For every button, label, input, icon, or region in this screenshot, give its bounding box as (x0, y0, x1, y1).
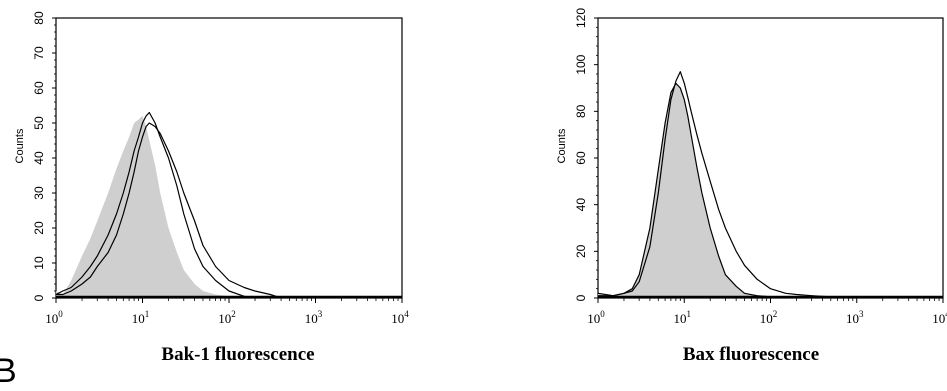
x-tick-exponent: 0 (58, 309, 63, 319)
y-axis-title: Counts (14, 128, 26, 163)
x-tick-label: 100 (45, 309, 63, 326)
y-tick-label: 0 (32, 294, 46, 301)
y-tick-label: 20 (574, 244, 588, 258)
y-tick-label: 120 (574, 8, 588, 28)
panel-2-x-axis-title: Bax fluorescence (682, 344, 820, 365)
x-tick-exponent: 0 (600, 309, 605, 319)
y-tick-label: 70 (32, 46, 46, 60)
series-1-fill (56, 116, 255, 298)
x-tick-label: 103 (846, 309, 864, 326)
y-tick-label: 40 (32, 151, 46, 165)
x-tick-exponent: 4 (404, 309, 409, 319)
series-3-line (56, 122, 282, 299)
x-tick-label: 104 (391, 309, 409, 326)
series-1-fill (598, 83, 786, 298)
chart-panel-2: 020406080100120Counts100101102103104 (556, 8, 947, 326)
x-tick-exponent: 2 (773, 309, 778, 319)
series-2-line (597, 82, 786, 299)
x-tick-exponent: 1 (687, 309, 692, 319)
y-tick-label: 40 (574, 198, 588, 212)
x-tick-label: 102 (218, 309, 236, 326)
y-axis-title: Counts (556, 128, 568, 163)
x-tick-exponent: 1 (145, 309, 150, 319)
y-tick-label: 60 (574, 151, 588, 165)
y-tick-label: 80 (574, 104, 588, 118)
x-tick-exponent: 4 (945, 309, 947, 319)
panel-1-x-axis-title: Bak-1 fluorescence (161, 344, 315, 365)
x-tick-exponent: 3 (859, 309, 864, 319)
figure: 0 10 20 30 40 50 60 70 80 Counts 100 101 102 103 104 0 2… (0, 8, 947, 390)
y-tick-label: 20 (32, 221, 46, 235)
x-tick-label: 103 (305, 309, 323, 326)
y-tick-label: 50 (32, 116, 46, 130)
y-tick-label: 30 (32, 186, 46, 200)
x-tick-label: 102 (760, 309, 778, 326)
y-tick-label: 0 (574, 294, 588, 301)
x-tick-label: 100 (587, 309, 605, 326)
series-2-line (55, 111, 256, 299)
x-tick-label: 101 (132, 309, 150, 326)
x-tick-exponent: 2 (231, 309, 236, 319)
series-3-line (598, 71, 838, 299)
x-tick-label: 101 (674, 309, 692, 326)
y-tick-label: 80 (32, 11, 46, 25)
x-tick-label: 104 (932, 309, 947, 326)
y-tick-label: 10 (32, 256, 46, 270)
panel-letter: B (0, 352, 17, 390)
y-tick-label: 100 (574, 54, 588, 74)
y-tick-label: 60 (32, 81, 46, 95)
x-tick-exponent: 3 (318, 309, 323, 319)
